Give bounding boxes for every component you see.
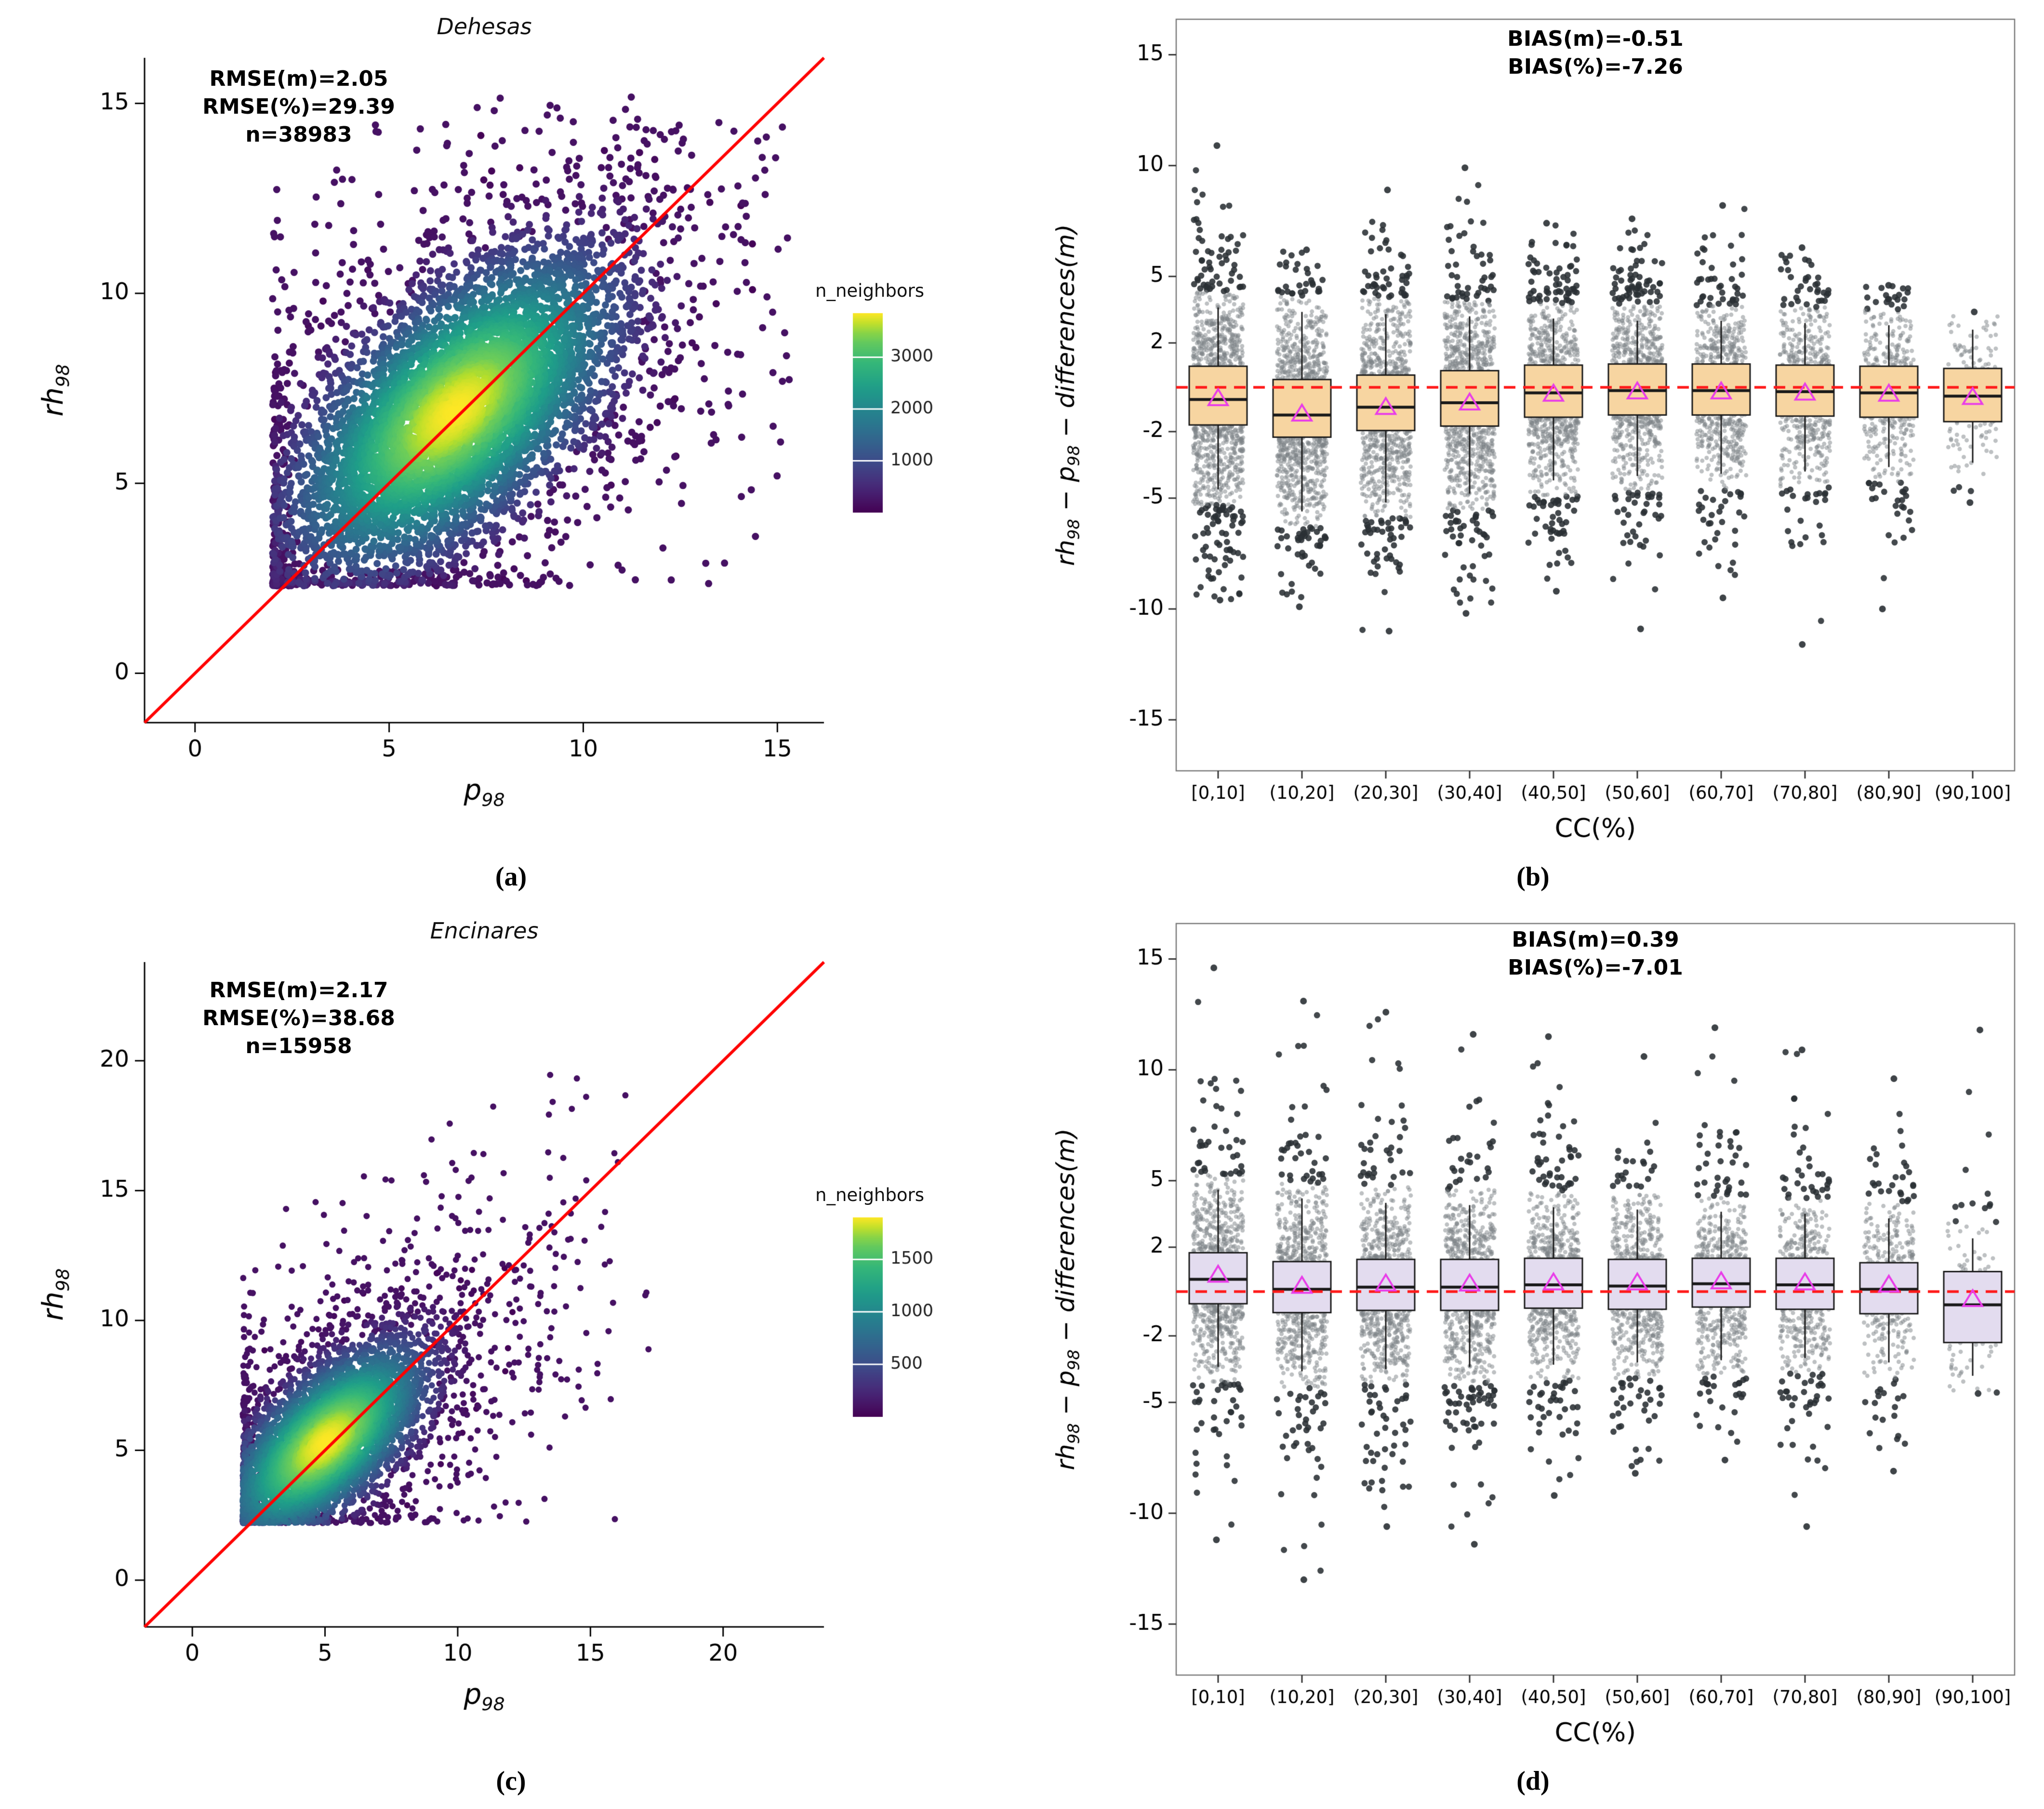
panel-c: Encinares RMSE(m)=2.17 RMSE(%)=38.68 n=1… (0, 904, 1022, 1809)
stat-line: RMSE(%)=38.68 (202, 1006, 395, 1030)
panel-a-stats: RMSE(m)=2.05 RMSE(%)=29.39 n=38983 (164, 65, 434, 149)
panel-c-plot-canvas (0, 904, 1022, 1758)
stat-line: BIAS(%)=-7.01 (1508, 955, 1683, 980)
caption-d: (d) (1516, 1766, 1550, 1796)
stat-line: RMSE(m)=2.17 (209, 978, 388, 1003)
stat-line: BIAS(%)=-7.26 (1508, 54, 1683, 79)
caption-b: (b) (1516, 862, 1550, 892)
panel-a: Dehesas RMSE(m)=2.05 RMSE(%)=29.39 n=389… (0, 0, 1022, 904)
panel-c-stats: RMSE(m)=2.17 RMSE(%)=38.68 n=15958 (164, 977, 434, 1060)
stat-line: BIAS(m)=0.39 (1512, 927, 1679, 952)
panel-a-title: Dehesas (437, 13, 532, 40)
panel-b: BIAS(m)=-0.51 BIAS(%)=-7.26 (b) (1022, 0, 2044, 904)
stat-line: n=15958 (245, 1034, 352, 1058)
panel-a-colorbar-title: n_neighbors (815, 280, 924, 301)
stat-line: n=38983 (245, 122, 352, 147)
caption-a: (a) (495, 862, 527, 892)
stat-line: BIAS(m)=-0.51 (1507, 26, 1684, 51)
panel-b-plot-canvas (1022, 0, 2044, 854)
caption-c: (c) (496, 1766, 526, 1796)
panel-b-stats: BIAS(m)=-0.51 BIAS(%)=-7.26 (1176, 25, 2015, 81)
stat-line: RMSE(m)=2.05 (209, 66, 388, 91)
panel-c-title: Encinares (430, 918, 539, 944)
panel-a-plot-canvas (0, 0, 1022, 854)
panel-d-plot-canvas (1022, 904, 2044, 1758)
panel-d-stats: BIAS(m)=0.39 BIAS(%)=-7.01 (1176, 926, 2015, 982)
stat-line: RMSE(%)=29.39 (202, 94, 395, 119)
panel-c-colorbar-title: n_neighbors (815, 1185, 924, 1205)
panel-d: BIAS(m)=0.39 BIAS(%)=-7.01 (d) (1022, 904, 2044, 1809)
